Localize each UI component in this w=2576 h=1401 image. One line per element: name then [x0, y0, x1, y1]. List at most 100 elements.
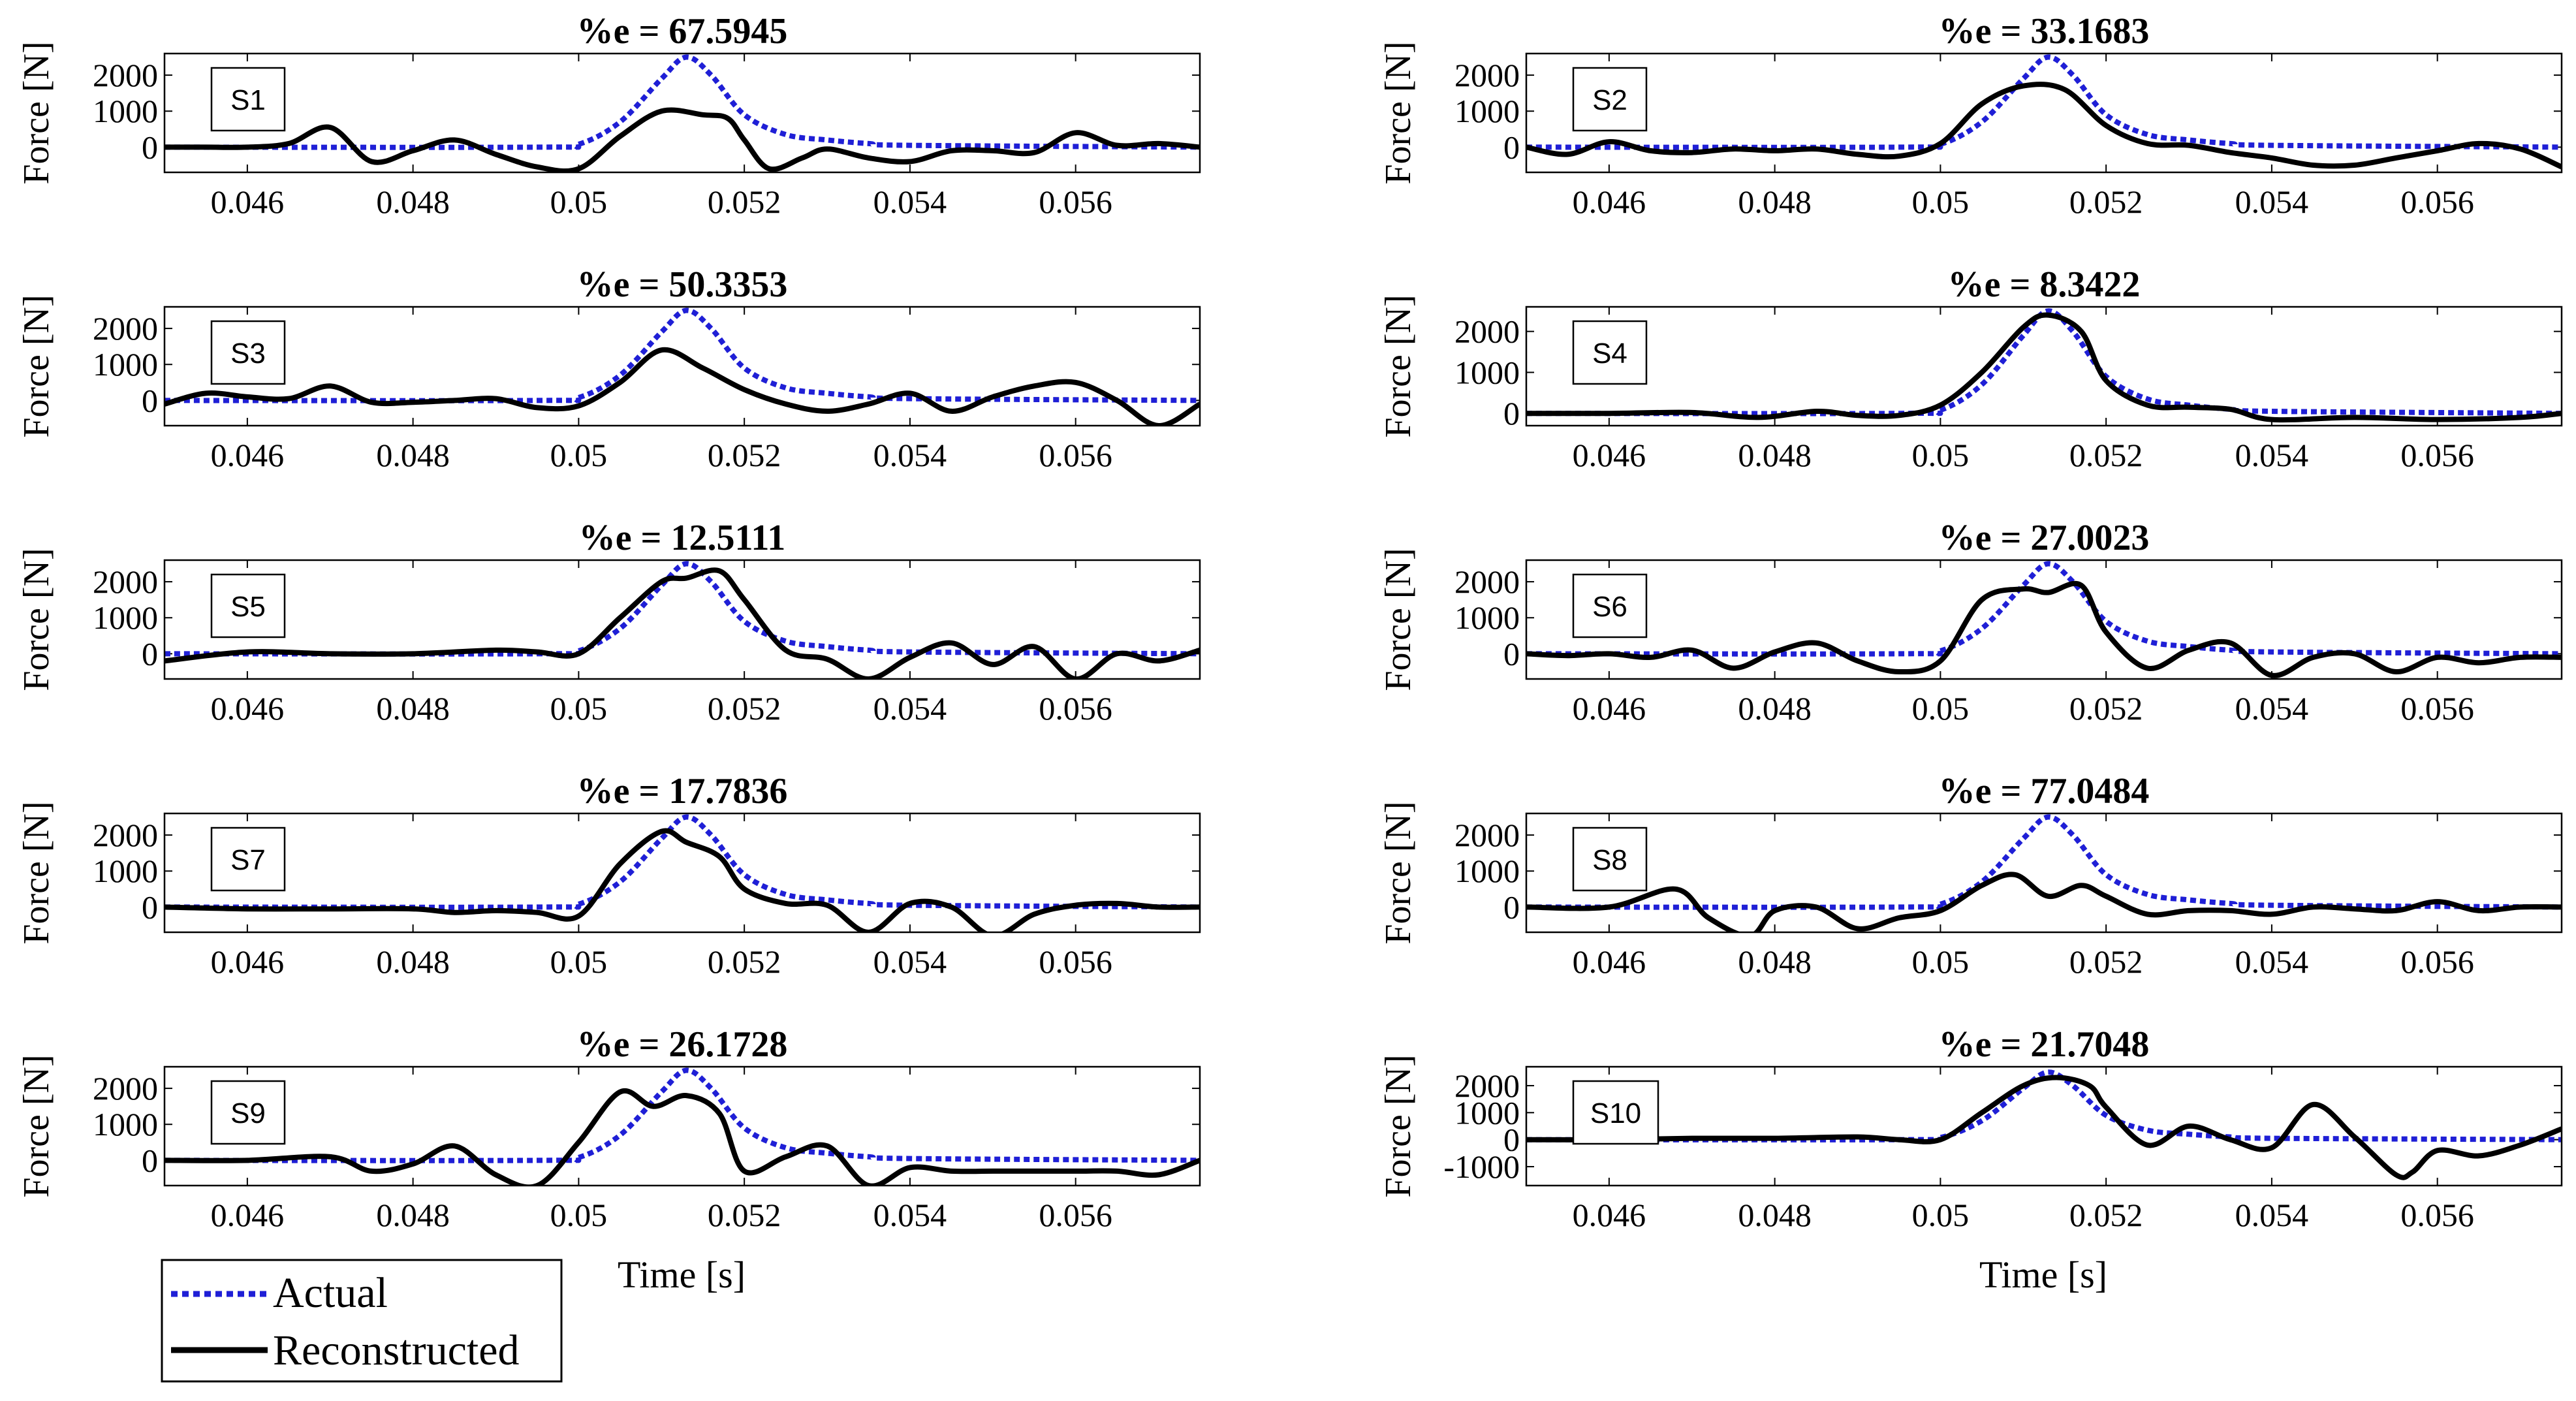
x-tick-label: 0.046 — [1573, 183, 1646, 220]
subplot-s9: %e = 26.1728 Force [N] 0.046 0.048 0.05 0.052… — [16, 1024, 1201, 1233]
y-tick-label: 2000 — [1454, 57, 1520, 93]
series-line-actual — [1526, 814, 2562, 910]
sensor-label-box — [210, 826, 286, 892]
x-tick-label: 0.056 — [2400, 183, 2474, 220]
sensor-label-box — [210, 320, 286, 385]
y-tick-label: 0 — [142, 635, 158, 672]
subplot-title: %e = 12.5111 — [579, 518, 786, 558]
x-tick-label: 0.056 — [1039, 1197, 1112, 1233]
x-tick-label: 0.054 — [873, 943, 947, 980]
axes-frame — [163, 559, 1201, 680]
y-tick-label: 2000 — [93, 563, 158, 600]
y-axis-label: Force [N] — [16, 1054, 57, 1197]
sensor-label-box — [210, 1080, 286, 1145]
y-tick-label: 1000 — [93, 346, 158, 383]
subplot-title: %e = 21.7048 — [1939, 1024, 2150, 1065]
series-line-reconstructed — [165, 567, 1200, 679]
axes-frame — [1525, 812, 2563, 934]
series-line-reconstructed — [165, 828, 1200, 932]
x-tick-label: 0.05 — [550, 183, 608, 220]
x-tick-label: 0.05 — [550, 690, 608, 727]
x-tick-label: 0.052 — [2069, 690, 2143, 727]
y-tick-label: 2000 — [93, 1070, 158, 1107]
legend-actual-label: Actual — [273, 1269, 388, 1317]
y-tick-label: 1000 — [93, 853, 158, 889]
subplot-s10: %e = 21.7048 Force [N] 0.046 0.048 0.05 0.052… — [1378, 1024, 2563, 1233]
y-tick-label: 0 — [1503, 635, 1520, 672]
x-tick-label: 0.052 — [708, 943, 781, 980]
x-tick-label: 0.048 — [1738, 183, 1812, 220]
y-axis-label: Force [N] — [1378, 548, 1419, 691]
sensor-label: S1 — [230, 84, 266, 116]
subplot-title: %e = 8.3422 — [1948, 264, 2141, 305]
series-line-actual — [1526, 54, 2562, 150]
legend-box — [161, 1259, 563, 1383]
y-tick-label: 2000 — [93, 57, 158, 93]
sensor-label: S5 — [230, 591, 266, 623]
x-tick-label: 0.054 — [2235, 690, 2309, 727]
x-tick-label: 0.054 — [2235, 437, 2309, 473]
x-tick-label: 0.054 — [873, 690, 947, 727]
y-tick-label: 0 — [142, 129, 158, 165]
y-tick-label: 2000 — [1454, 563, 1520, 600]
subplot-title: %e = 77.0484 — [1939, 771, 2150, 811]
x-tick-label: 0.056 — [2400, 437, 2474, 473]
series-line-actual — [165, 54, 1200, 150]
x-tick-label: 0.052 — [708, 1197, 781, 1233]
series-line-actual — [165, 307, 1200, 403]
subplot-title: %e = 26.1728 — [577, 1024, 788, 1065]
x-axis-label-right: Time [s] — [1979, 1253, 2107, 1296]
x-tick-label: 0.054 — [2235, 943, 2309, 980]
series-line-reconstructed — [1526, 82, 2562, 170]
x-tick-label: 0.052 — [708, 690, 781, 727]
y-tick-label: 2000 — [93, 817, 158, 853]
subplot-s3: %e = 50.3353 Force [N] 0.046 0.048 0.05 0.052… — [16, 264, 1201, 473]
y-axis-label: Force [N] — [16, 294, 57, 437]
y-axis-label: Force [N] — [16, 41, 57, 184]
x-tick-label: 0.05 — [1912, 1197, 1970, 1233]
sensor-label: S6 — [1592, 591, 1627, 623]
y-tick-label: 0 — [142, 382, 158, 418]
sensor-label: S3 — [230, 338, 266, 370]
x-tick-label: 0.046 — [211, 943, 285, 980]
x-tick-label: 0.056 — [2400, 690, 2474, 727]
x-tick-label: 0.054 — [873, 1197, 947, 1233]
series-line-actual — [1526, 561, 2562, 657]
x-tick-label: 0.048 — [376, 437, 450, 473]
axes-frame — [163, 306, 1201, 427]
axes-frame — [163, 1065, 1201, 1187]
x-tick-label: 0.054 — [2235, 1197, 2309, 1233]
y-tick-label: 2000 — [1454, 1067, 1520, 1104]
y-tick-label: 0 — [1503, 395, 1520, 432]
sensor-label-box — [1572, 826, 1648, 892]
x-tick-label: 0.05 — [1912, 943, 1970, 980]
x-tick-label: 0.048 — [1738, 943, 1812, 980]
y-axis-label: Force [N] — [16, 548, 57, 691]
subplot-s1: %e = 67.5945 Force [N] 0.046 0.048 0.05 0.052… — [16, 11, 1201, 220]
sensor-label: S4 — [1592, 338, 1627, 370]
sensor-label-box — [1572, 1080, 1659, 1145]
x-tick-label: 0.056 — [2400, 1197, 2474, 1233]
y-tick-label: 1000 — [1454, 853, 1520, 889]
x-tick-label: 0.048 — [376, 183, 450, 220]
x-tick-label: 0.052 — [2069, 1197, 2143, 1233]
x-tick-label: 0.046 — [211, 1197, 285, 1233]
series-line-reconstructed — [1526, 580, 2562, 678]
x-tick-label: 0.052 — [708, 183, 781, 220]
series-line-reconstructed — [165, 107, 1200, 172]
y-tick-label: 2000 — [1454, 313, 1520, 350]
y-tick-label: 1000 — [93, 93, 158, 129]
sensor-label-box — [1572, 573, 1648, 638]
axes-frame — [163, 812, 1201, 934]
x-tick-label: 0.046 — [211, 690, 285, 727]
x-tick-label: 0.056 — [2400, 943, 2474, 980]
subplot-s2: %e = 33.1683 Force [N] 0.046 0.048 0.05 0.052… — [1378, 11, 2563, 220]
x-tick-label: 0.048 — [1738, 437, 1812, 473]
y-tick-label: 0 — [142, 889, 158, 925]
x-tick-label: 0.056 — [1039, 183, 1112, 220]
y-axis-label: Force [N] — [1378, 801, 1419, 944]
y-tick-label: 1000 — [1454, 93, 1520, 129]
x-tick-label: 0.056 — [1039, 943, 1112, 980]
x-tick-label: 0.046 — [211, 183, 285, 220]
